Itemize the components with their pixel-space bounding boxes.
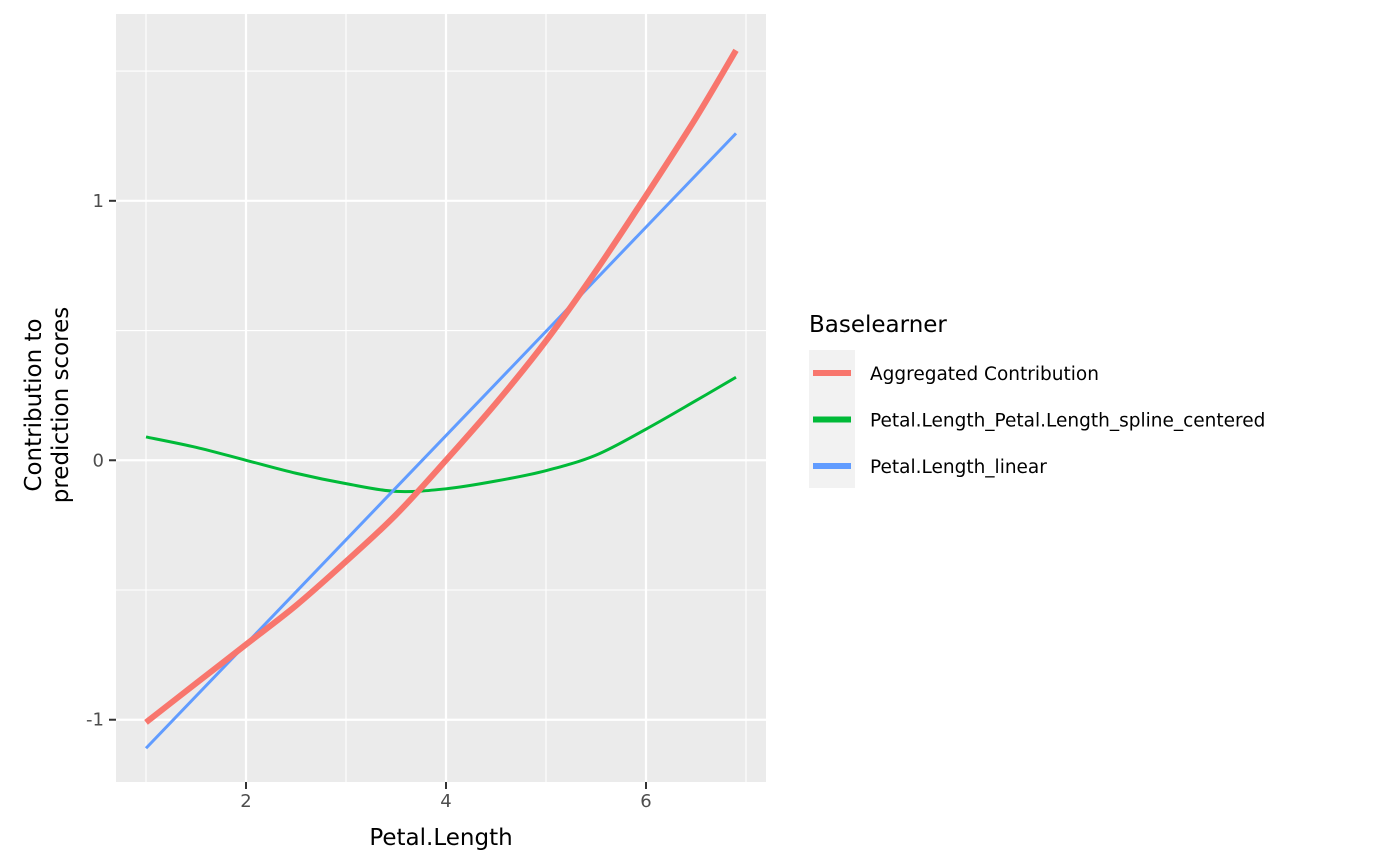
- series-line: [145, 375, 737, 494]
- y-tick-label: 1: [93, 191, 104, 212]
- legend-label: Petal.Length_linear: [870, 457, 1047, 478]
- x-tick-label: 6: [640, 791, 651, 812]
- y-axis-title-line-2: prediction scores: [48, 307, 74, 504]
- minor-gridlines: [116, 14, 766, 782]
- major-gridlines: [116, 14, 766, 782]
- x-axis-title: Petal.Length: [369, 825, 512, 851]
- x-tick-label: 2: [240, 791, 251, 812]
- y-axis-title-line-1: Contribution to: [21, 318, 47, 491]
- legend-label: Petal.Length_Petal.Length_spline_centere…: [870, 411, 1265, 432]
- plot-panel: [116, 14, 766, 782]
- legend: Baselearner Aggregated Contribution Petal…: [809, 312, 1265, 488]
- y-tick-label: 0: [93, 450, 104, 471]
- legend-title: Baselearner: [809, 312, 947, 338]
- legend-label: Aggregated Contribution: [870, 364, 1099, 385]
- y-axis: -1 0 1: [86, 191, 116, 731]
- x-axis: 2 4 6: [240, 782, 652, 812]
- legend-items: Aggregated Contribution Petal.Length_Peta…: [813, 364, 1265, 478]
- series-lines: [144, 48, 739, 750]
- y-axis-title: Contribution to prediction scores: [21, 307, 74, 504]
- y-tick-label: -1: [86, 710, 104, 731]
- series-line: [144, 48, 739, 725]
- x-tick-label: 4: [440, 791, 451, 812]
